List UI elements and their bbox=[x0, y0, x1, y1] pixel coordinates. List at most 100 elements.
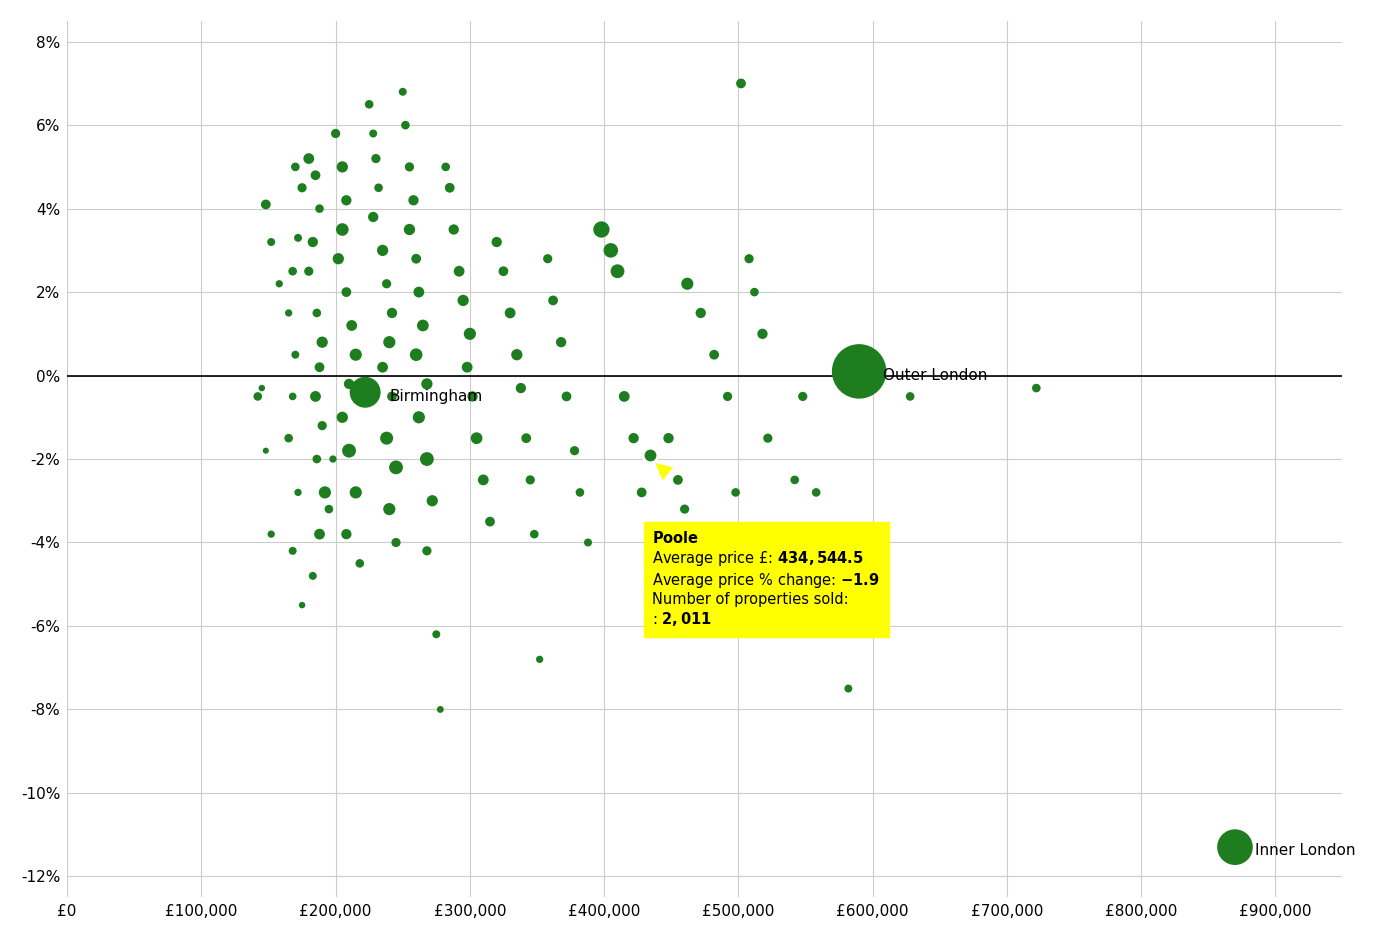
Point bbox=[623, 431, 645, 446]
Point bbox=[306, 306, 328, 321]
Point bbox=[528, 651, 550, 666]
Point bbox=[278, 306, 300, 321]
Text: $\bf{Poole}$
Average price £: $\bf{434,544.5}$
Average price % change: $\bf{-1.9: $\bf{Poole}$ Average price £: $\bf{434,5… bbox=[652, 530, 880, 628]
Point bbox=[392, 85, 414, 100]
Point bbox=[286, 485, 309, 500]
Point bbox=[335, 526, 357, 541]
Point bbox=[297, 264, 320, 279]
Text: Inner London: Inner London bbox=[1255, 843, 1355, 858]
Point bbox=[399, 222, 421, 237]
Point bbox=[322, 451, 345, 466]
Point bbox=[430, 702, 452, 717]
Point bbox=[291, 180, 313, 196]
Point bbox=[291, 598, 313, 613]
Point bbox=[452, 293, 474, 308]
Point bbox=[260, 234, 282, 249]
Point bbox=[435, 160, 457, 175]
Point bbox=[331, 410, 353, 425]
Point bbox=[537, 251, 559, 266]
Point bbox=[331, 222, 353, 237]
Point bbox=[282, 264, 304, 279]
Point bbox=[385, 460, 407, 475]
Point bbox=[297, 151, 320, 166]
Point bbox=[703, 347, 726, 362]
Point bbox=[309, 526, 331, 541]
Point bbox=[411, 318, 434, 333]
Point bbox=[361, 126, 384, 141]
Point bbox=[314, 485, 336, 500]
Point bbox=[744, 285, 766, 300]
Point bbox=[302, 569, 324, 584]
Point bbox=[278, 431, 300, 446]
Point bbox=[676, 276, 698, 291]
Point bbox=[311, 418, 334, 433]
Point bbox=[639, 535, 662, 550]
Point bbox=[407, 410, 430, 425]
Point bbox=[784, 473, 806, 488]
Point bbox=[246, 389, 268, 404]
Point bbox=[550, 335, 573, 350]
Point bbox=[639, 447, 662, 462]
Point bbox=[395, 118, 417, 133]
Point bbox=[563, 443, 585, 458]
Point bbox=[556, 389, 578, 404]
Point bbox=[349, 556, 371, 571]
Point bbox=[805, 485, 827, 500]
Point bbox=[523, 526, 545, 541]
Point bbox=[485, 234, 507, 249]
Point bbox=[510, 381, 532, 396]
Point bbox=[367, 180, 389, 196]
Point bbox=[631, 485, 653, 500]
Point bbox=[381, 389, 403, 404]
Point bbox=[730, 76, 752, 91]
Point bbox=[1026, 381, 1048, 396]
Point bbox=[341, 318, 363, 333]
Point bbox=[318, 502, 341, 517]
Point bbox=[416, 543, 438, 558]
Point bbox=[284, 347, 306, 362]
Point bbox=[402, 193, 424, 208]
Point bbox=[304, 167, 327, 182]
Point bbox=[404, 347, 427, 362]
Point bbox=[345, 347, 367, 362]
Point bbox=[338, 443, 360, 458]
Point bbox=[442, 222, 464, 237]
Point bbox=[591, 222, 613, 237]
Point bbox=[302, 234, 324, 249]
Point bbox=[599, 243, 621, 258]
Point bbox=[304, 389, 327, 404]
Point bbox=[439, 180, 461, 196]
Point bbox=[404, 251, 427, 266]
Point bbox=[306, 451, 328, 466]
Point bbox=[284, 160, 306, 175]
Point bbox=[416, 376, 438, 391]
Point bbox=[345, 485, 367, 500]
Point bbox=[311, 335, 334, 350]
Point bbox=[407, 285, 430, 300]
Point bbox=[335, 285, 357, 300]
Text: Outer London: Outer London bbox=[883, 368, 988, 383]
Point bbox=[724, 485, 746, 500]
Point bbox=[331, 160, 353, 175]
Point bbox=[375, 431, 398, 446]
Point bbox=[667, 473, 689, 488]
Point bbox=[378, 502, 400, 517]
Point bbox=[309, 360, 331, 375]
Point bbox=[716, 389, 738, 404]
Point bbox=[492, 264, 514, 279]
Point bbox=[338, 376, 360, 391]
Point bbox=[516, 431, 538, 446]
Point bbox=[364, 151, 386, 166]
Point bbox=[375, 276, 398, 291]
Point bbox=[577, 535, 599, 550]
Point bbox=[250, 381, 272, 396]
Point bbox=[425, 627, 448, 642]
Point bbox=[499, 306, 521, 321]
Point bbox=[899, 389, 922, 404]
Point bbox=[466, 431, 488, 446]
Point bbox=[689, 306, 712, 321]
Point bbox=[756, 431, 778, 446]
Point bbox=[254, 197, 277, 212]
Text: Birmingham: Birmingham bbox=[389, 388, 482, 403]
Point bbox=[254, 443, 277, 458]
